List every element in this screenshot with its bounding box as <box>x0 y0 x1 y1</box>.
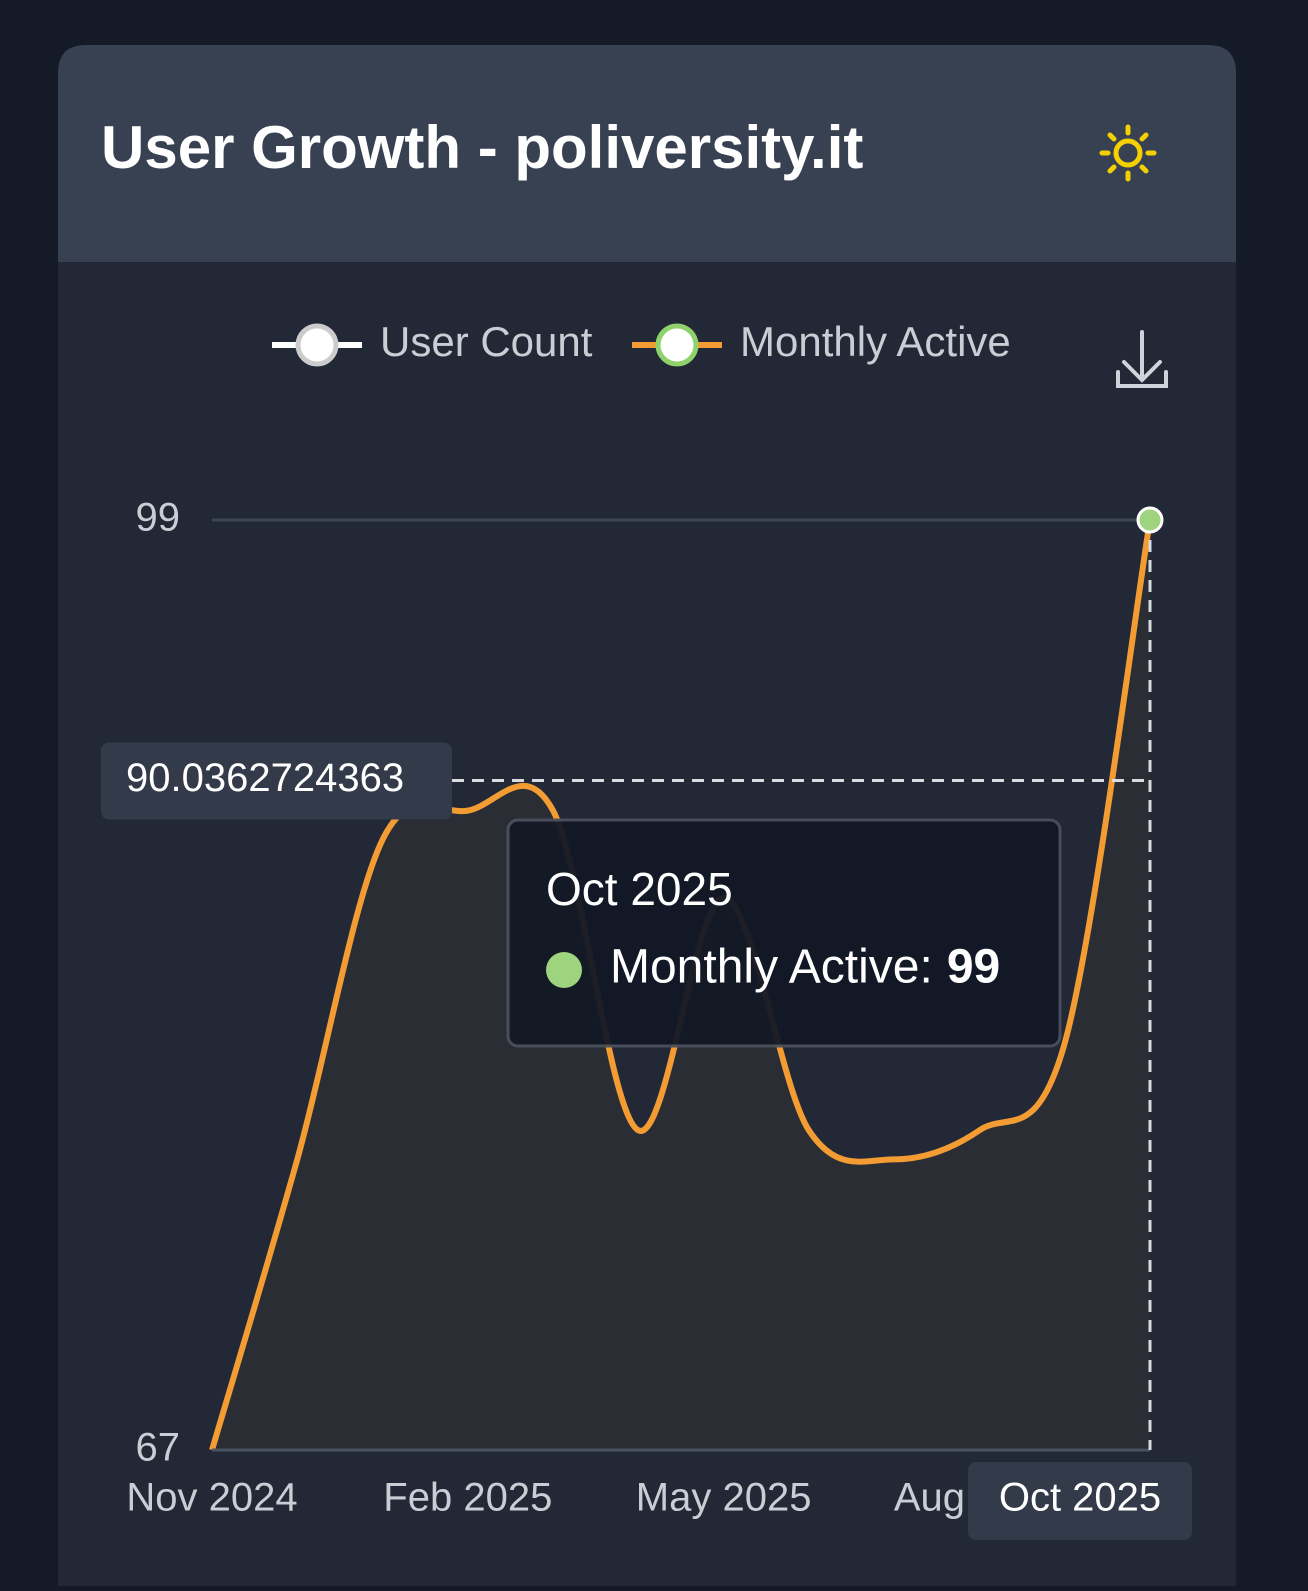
tooltip <box>506 818 1062 1048</box>
legend-label[interactable]: User Count <box>380 318 593 365</box>
axis-pointer-box <box>968 1462 1192 1540</box>
crosshair-label-box <box>101 742 452 820</box>
y-tick-label: 99 <box>136 496 181 540</box>
download-button[interactable] <box>1116 330 1168 388</box>
x-tick-label: Nov 2024 <box>126 1476 297 1520</box>
active-point[interactable] <box>1136 506 1164 534</box>
card-header <box>58 45 1236 262</box>
tooltip-value: 99 <box>947 941 1000 994</box>
x-tick-label: Feb 2025 <box>383 1476 552 1520</box>
legend-marker[interactable] <box>655 323 699 367</box>
theme-toggle[interactable] <box>1099 124 1157 182</box>
line <box>209 519 1153 1451</box>
tooltip-label: Monthly Active: <box>610 941 933 994</box>
tooltip-title: Oct 2025 <box>546 863 733 915</box>
legend-marker[interactable] <box>295 323 339 367</box>
axis-pointer-label: Oct 2025 <box>999 1476 1161 1520</box>
area <box>212 520 1150 1450</box>
crosshair-label: 90.0362724363 <box>126 756 404 800</box>
tooltip-dot <box>546 952 582 988</box>
y-tick-label: 67 <box>136 1426 181 1470</box>
x-tick-label: May 2025 <box>636 1476 812 1520</box>
legend-label[interactable]: Monthly Active <box>740 318 1011 365</box>
chart-title: User Growth - poliversity.it <box>101 114 863 181</box>
